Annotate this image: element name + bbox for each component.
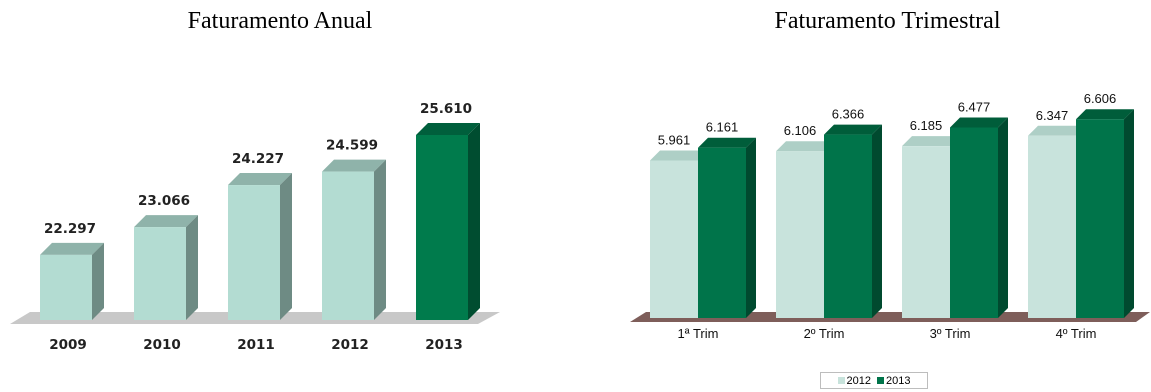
annual-value-label-2012: 24.599: [326, 138, 378, 154]
quarterly-bar-2012-q1: [650, 160, 698, 318]
quarterly-value-label-2013-q4: 6.606: [1084, 91, 1117, 106]
quarterly-category-label-q2: 2º Trim: [804, 326, 845, 341]
legend-swatch-2013: [877, 377, 884, 384]
quarterly-bar-2013-q2-top: [824, 124, 882, 135]
quarterly-value-label-2012-q4: 6.347: [1036, 108, 1069, 123]
annual-value-label-2013: 25.610: [420, 101, 472, 117]
annual-value-label-2011: 24.227: [232, 151, 284, 167]
quarterly-bar-2013-q3: [950, 127, 998, 318]
quarterly-bar-2013-q1-top: [698, 137, 756, 148]
annual-value-label-2009: 22.297: [44, 221, 96, 237]
annual-chart-title: Faturamento Anual: [187, 8, 373, 34]
legend-swatch-2012: [837, 377, 845, 384]
quarterly-category-label-q1: 1ª Trim: [678, 326, 719, 341]
quarterly-bar-2012-q1-top: [650, 150, 708, 161]
annual-bar-2012: [322, 171, 374, 320]
quarterly-bar-2013-q3-top: [950, 117, 1008, 128]
legend-label-2012: 2012: [846, 374, 871, 387]
quarterly-value-label-2012-q3: 6.185: [910, 118, 943, 133]
annual-category-label-2009: 2009: [49, 337, 87, 353]
annual-bar-2009: [40, 254, 92, 320]
quarterly-value-label-2012-q2: 6.106: [784, 123, 817, 138]
annual-bar-2009-top: [40, 242, 104, 255]
legend-item-2013: 2013: [877, 375, 910, 387]
annual-bar-2012-side: [374, 159, 386, 320]
quarterly-category-label-q3: 3º Trim: [930, 326, 971, 341]
quarterly-bar-2013-q3-side: [998, 117, 1008, 318]
annual-category-label-2011: 2011: [237, 337, 275, 353]
quarterly-floor: [630, 312, 1150, 322]
quarterly-bar-2013-q4-top: [1076, 109, 1134, 120]
annual-bar-2010-top: [134, 215, 198, 228]
quarterly-bar-2012-q4: [1028, 135, 1076, 318]
quarterly-bar-2013-q1-side: [746, 137, 756, 318]
quarterly-bar-2012-q2-top: [776, 141, 834, 152]
annual-bar-2012-top: [322, 159, 386, 172]
annual-bar-2009-side: [92, 242, 104, 320]
legend-item-2012: 2012: [837, 374, 871, 387]
quarterly-value-label-2013-q1: 6.161: [706, 120, 739, 135]
legend-label-2013: 2013: [886, 374, 911, 387]
quarterly-bar-2013-q2-side: [872, 124, 882, 319]
quarterly-bar-2012-q3-top: [902, 136, 960, 147]
annual-bar-2011-side: [280, 173, 292, 320]
annual-category-label-2012: 2012: [331, 337, 369, 353]
quarterly-bar-2013-q4: [1076, 119, 1124, 318]
annual-category-label-2013: 2013: [425, 337, 463, 353]
quarterly-bar-2013-q4-side: [1124, 109, 1134, 318]
annual-value-label-2010: 23.066: [138, 193, 190, 209]
quarterly-value-label-2013-q2: 6.366: [832, 107, 865, 122]
quarterly-bar-2012-q4-top: [1028, 125, 1086, 136]
annual-bar-2010: [134, 227, 186, 320]
annual-bar-2013-top: [416, 122, 480, 135]
quarterly-chart-title: Faturamento Trimestral: [774, 8, 1001, 34]
annual-bar-2013-side: [468, 122, 480, 320]
quarterly-value-label-2012-q1: 5.961: [658, 132, 691, 147]
annual-bar-2010-side: [186, 215, 198, 320]
quarterly-bar-2013-q1: [698, 147, 746, 318]
quarterly-bar-2013-q2: [824, 134, 872, 318]
quarterly-bar-2012-q3: [902, 146, 950, 318]
annual-bar-2011-top: [228, 173, 292, 186]
quarterly-value-label-2013-q3: 6.477: [958, 99, 991, 114]
quarterly-category-label-q4: 4º Trim: [1056, 326, 1097, 341]
annual-bar-2011: [228, 185, 280, 320]
quarterly-legend: 2012 2013: [820, 372, 928, 389]
annual-category-label-2010: 2010: [143, 337, 181, 353]
annual-bar-2013: [416, 134, 468, 320]
quarterly-bar-2012-q2: [776, 151, 824, 318]
